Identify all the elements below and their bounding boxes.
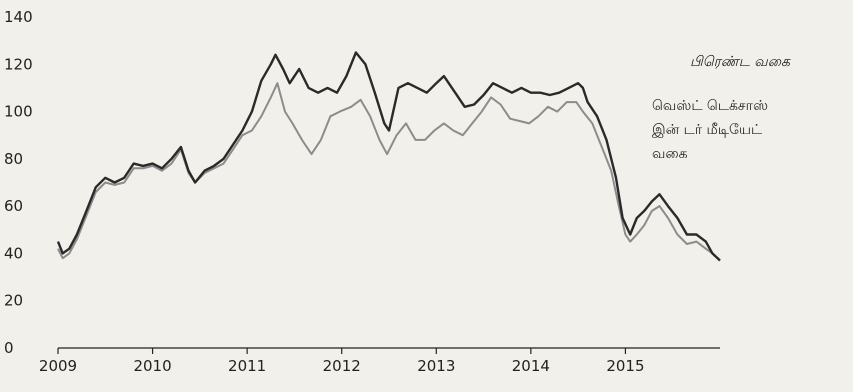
y-tick-label: 40	[4, 244, 23, 262]
y-tick-label: 20	[4, 292, 23, 310]
y-tick-label: 0	[4, 339, 14, 357]
y-tick-label: 60	[4, 197, 23, 215]
x-tick-label: 2011	[228, 357, 266, 375]
x-tick-label: 2013	[417, 357, 455, 375]
series-line-brent	[56, 51, 721, 262]
legend-label-wti-line: இன் டர் மீடியேட்	[652, 122, 762, 138]
y-tick-label: 120	[4, 55, 33, 73]
y-tick-label: 100	[4, 103, 33, 121]
x-tick-label: 2009	[39, 357, 77, 375]
x-tick-label: 2014	[512, 357, 550, 375]
legend: பிரெண்ட வகை வெஸ்ட் டெக்சாஸ் இன் டர் மீடியே…	[652, 54, 791, 162]
x-tick-label: 2015	[606, 357, 644, 375]
axes: 0 20 40 60 80 100 120 140 2009 2010 2011 2012 2013 20…	[4, 8, 720, 375]
plot-area	[56, 51, 721, 262]
x-tick-label: 2012	[323, 357, 361, 375]
legend-label-wti-line: வெஸ்ட் டெக்சாஸ்	[652, 98, 768, 114]
y-tick-label: 80	[4, 150, 23, 168]
y-tick-label: 140	[4, 8, 33, 26]
legend-label-wti-line: வகை	[652, 146, 688, 162]
x-tick-label: 2010	[133, 357, 171, 375]
series-line-wti	[57, 82, 721, 262]
legend-label-brent: பிரெண்ட வகை	[690, 54, 791, 70]
